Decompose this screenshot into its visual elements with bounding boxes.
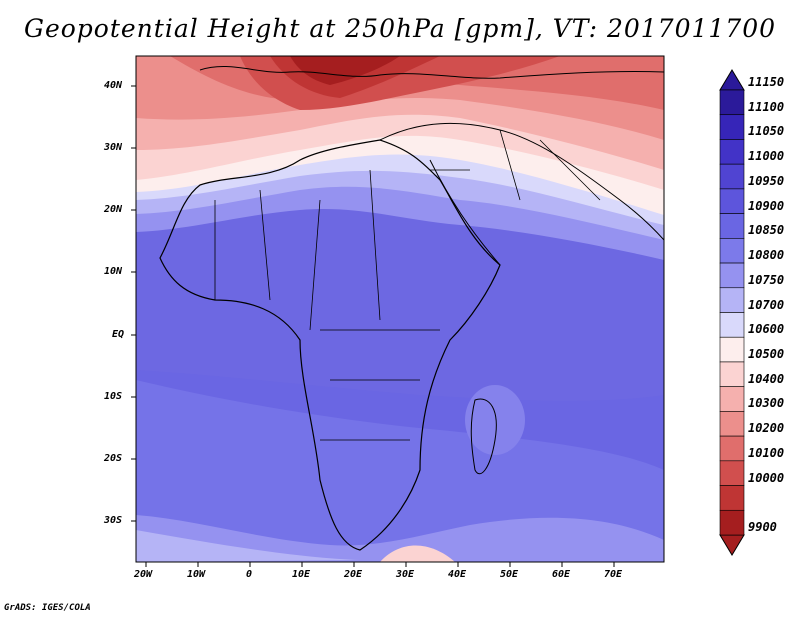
lat-label-40n: 40N (104, 80, 123, 91)
colorbar-label: 11100 (748, 99, 785, 114)
lon-label-50e: 50E (500, 569, 519, 580)
colorbar-top-arrow (719, 69, 745, 91)
colorbar-label: 10400 (748, 371, 785, 386)
colorbar-swatch (719, 188, 745, 214)
lat-label-30n: 30N (104, 142, 123, 153)
colorbar-label: 10600 (748, 322, 785, 337)
lat-label-30s: 30S (104, 515, 123, 526)
lon-label-10e: 10E (292, 569, 311, 580)
colorbar-swatch (719, 287, 745, 313)
lat-label-eq: EQ (112, 329, 125, 340)
colorbar-label: 10750 (748, 272, 785, 287)
colorbar-label: 10700 (748, 297, 785, 312)
lat-label-10s: 10S (104, 391, 123, 402)
colorbar-label: 10300 (748, 396, 785, 411)
colorbar-swatch (719, 238, 745, 264)
colorbar-swatch (719, 89, 745, 116)
lon-label-20w: 20W (134, 569, 153, 580)
colorbar-swatch (719, 460, 745, 486)
colorbar-swatch (719, 139, 745, 165)
lon-label-30e: 30E (396, 569, 415, 580)
colorbar (719, 69, 745, 556)
map-title: Geopotential Height at 250hPa [gpm], VT:… (23, 14, 777, 43)
map-frame (135, 55, 665, 563)
colorbar-label: 10850 (748, 223, 785, 238)
lon-label-60e: 60E (552, 569, 571, 580)
lon-label-40e: 40E (448, 569, 467, 580)
colorbar-label: 10950 (748, 173, 785, 188)
axis-ticks (131, 85, 615, 567)
colorbar-bottom-arrow (719, 534, 745, 556)
colorbar-swatch (719, 336, 745, 363)
lon-label-20e: 20E (344, 569, 363, 580)
height-field (136, 56, 664, 562)
lon-label-0: 0 (246, 569, 253, 580)
lon-label-10w: 10W (187, 569, 206, 580)
colorbar-swatch (719, 213, 745, 239)
colorbar-swatch (719, 114, 745, 140)
colorbar-swatch (719, 411, 745, 437)
colorbar-label: 10200 (748, 421, 785, 436)
colorbar-label: 11000 (748, 149, 785, 164)
lat-label-20n: 20N (104, 204, 123, 215)
colorbar-label: 10800 (748, 248, 785, 263)
colorbar-swatch (719, 163, 745, 190)
colorbar-swatch (719, 262, 745, 289)
lat-label-20s: 20S (104, 453, 123, 464)
colorbar-label: 10000 (748, 470, 785, 485)
colorbar-label: 11150 (748, 75, 785, 89)
colorbar-label: 9900 (748, 520, 777, 534)
lon-label-70e: 70E (604, 569, 623, 580)
colorbar-label: 11050 (748, 124, 785, 139)
colorbar-swatch (719, 386, 745, 412)
lat-label-10n: 10N (104, 266, 123, 277)
colorbar-swatch (719, 361, 745, 387)
colorbar-swatch (719, 509, 745, 536)
colorbar-swatch (719, 485, 745, 511)
colorbar-swatch (719, 312, 745, 338)
colorbar-swatch (719, 435, 745, 462)
colorbar-label: 10900 (748, 198, 785, 213)
colorbar-label: 10100 (748, 445, 785, 460)
colorbar-label: 10500 (748, 346, 785, 361)
grads-credit: GrADS: IGES/COLA (4, 603, 91, 613)
